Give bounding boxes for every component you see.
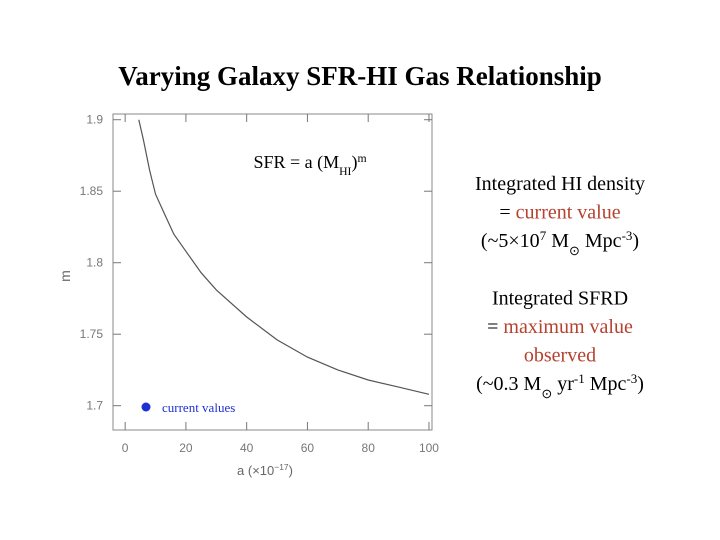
- side-text-line-part: yr: [552, 373, 574, 395]
- side-text-line-part: 7: [540, 228, 547, 243]
- side-text-line-part: -3: [626, 371, 637, 386]
- side-text-line: Integrated HI density: [475, 173, 645, 195]
- x-tick-label: 20: [179, 441, 193, 455]
- annotation-part: SFR = a (M: [253, 152, 339, 173]
- side-text-line-part: ): [632, 230, 639, 252]
- annotation-part: HI: [339, 165, 351, 178]
- side-text-line-part: Mpc: [585, 373, 627, 395]
- side-text-line-part: current value: [516, 202, 621, 224]
- x-tick-label: 0: [122, 441, 129, 455]
- annotation-part: ): [351, 152, 357, 173]
- x-tick-label: 100: [419, 441, 439, 455]
- annotation: SFR = a (MHI)m: [253, 152, 366, 178]
- legend-marker: [141, 402, 151, 412]
- side-text-line: Integrated SFRD: [492, 288, 628, 310]
- x-tick-label: 80: [362, 441, 376, 455]
- side-text-line-part: Integrated HI density: [475, 173, 645, 195]
- side-text-line-part: (~5×10: [481, 230, 540, 252]
- x-axis-label-part: a (×10: [237, 463, 274, 478]
- x-tick-label: 40: [240, 441, 254, 455]
- side-text-line-part: M: [546, 230, 569, 252]
- legend-label: current values: [162, 400, 235, 415]
- side-text-line: (~0.3 M⊙ yr-1 Mpc-3): [476, 371, 644, 401]
- side-text-line-part: =: [499, 202, 515, 224]
- plot-frame: [112, 113, 433, 431]
- side-text-line: (~5×107 M⊙ Mpc-3): [481, 228, 639, 258]
- side-text-line-part: ⊙: [569, 243, 580, 258]
- side-text-line: observed: [524, 345, 596, 367]
- side-text-line-part: ): [637, 373, 644, 395]
- data-line: [138, 119, 430, 395]
- side-text-line-part: maximum value: [503, 316, 633, 338]
- y-tick-label: 1.8: [86, 256, 103, 270]
- y-tick-label: 1.85: [80, 184, 104, 198]
- y-tick-label: 1.75: [80, 327, 104, 341]
- side-text-line-part: Integrated SFRD: [492, 288, 628, 310]
- side-text-line-part: (~0.3 M: [476, 373, 541, 395]
- side-text-line-part: observed: [524, 345, 596, 367]
- side-text-line-part: -3: [622, 228, 633, 243]
- side-text-line-part: ⊙: [541, 386, 552, 401]
- side-text-line-part: -1: [574, 371, 585, 386]
- y-tick-label: 1.9: [86, 113, 103, 127]
- side-text-line: = maximum value: [487, 316, 633, 338]
- x-axis-label-part: −17: [274, 462, 289, 472]
- annotation-part: m: [357, 152, 366, 165]
- side-text-line-part: =: [487, 316, 503, 338]
- y-tick-label: 1.7: [86, 399, 103, 413]
- side-text-line-part: Mpc: [580, 230, 622, 252]
- y-axis-label: m: [57, 270, 73, 282]
- x-tick-label: 60: [301, 441, 315, 455]
- side-text-line: = current value: [499, 202, 620, 224]
- x-axis-label: a (×10−17): [237, 462, 293, 478]
- slide-title: Varying Galaxy SFR-HI Gas Relationship: [118, 61, 602, 91]
- x-axis-label-part: ): [289, 463, 293, 478]
